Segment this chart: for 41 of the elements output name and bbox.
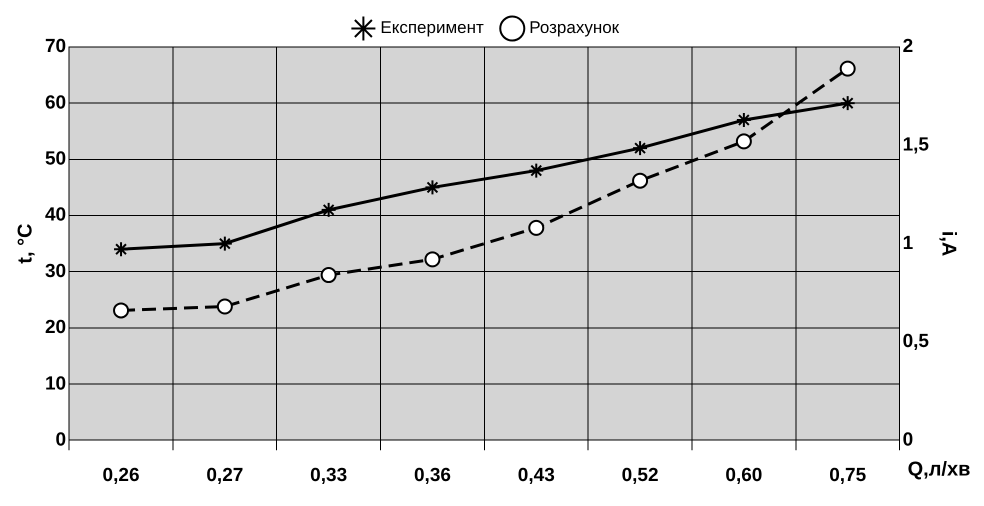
- legend-label: Експеримент: [380, 18, 484, 38]
- y2-axis-title: i,A: [937, 230, 960, 256]
- y2-tick-label: 2: [902, 36, 914, 58]
- point: [736, 133, 752, 150]
- x-tick-label: 0,27: [206, 464, 244, 486]
- y2-tick-label: 0: [902, 429, 914, 450]
- y-tick-label: 20: [44, 317, 66, 338]
- point: [113, 241, 130, 258]
- point: [424, 179, 440, 196]
- y2-tick-label: 1,5: [902, 134, 930, 156]
- x-tick-label: 0,36: [414, 464, 451, 486]
- point: [424, 251, 440, 268]
- point: [113, 302, 130, 318]
- point: [528, 220, 544, 236]
- x-axis-title: Q,л/хв: [908, 458, 970, 481]
- y-tick-label: 10: [44, 373, 66, 394]
- y2-tick-label: 0,5: [902, 331, 930, 352]
- x-tick-label: 0,43: [518, 464, 555, 486]
- x-tick-label: 0,33: [310, 464, 348, 486]
- y-tick-label: 60: [44, 92, 66, 114]
- point: [528, 162, 544, 179]
- point: [840, 95, 856, 112]
- point: [632, 140, 648, 156]
- point: [216, 298, 233, 315]
- point: [320, 267, 337, 284]
- y-tick-label: 40: [44, 204, 66, 226]
- point: [632, 172, 648, 189]
- point: [320, 202, 337, 218]
- x-tick-label: 0,26: [102, 464, 140, 486]
- x-tick-label: 0,52: [622, 464, 659, 486]
- y-tick-label: 0: [56, 429, 66, 450]
- x-tick-label: 0,60: [725, 464, 762, 486]
- point: [840, 60, 856, 77]
- y-tick-label: 30: [44, 260, 66, 282]
- y-tick-label: 70: [44, 36, 66, 58]
- x-tick-label: 0,75: [829, 464, 867, 486]
- point: [736, 112, 752, 128]
- y-axis-title: t, °C: [14, 223, 37, 264]
- legend-label: Розрахунок: [529, 18, 620, 38]
- y2-tick-label: 1: [902, 232, 914, 254]
- y-tick-label: 50: [44, 148, 66, 170]
